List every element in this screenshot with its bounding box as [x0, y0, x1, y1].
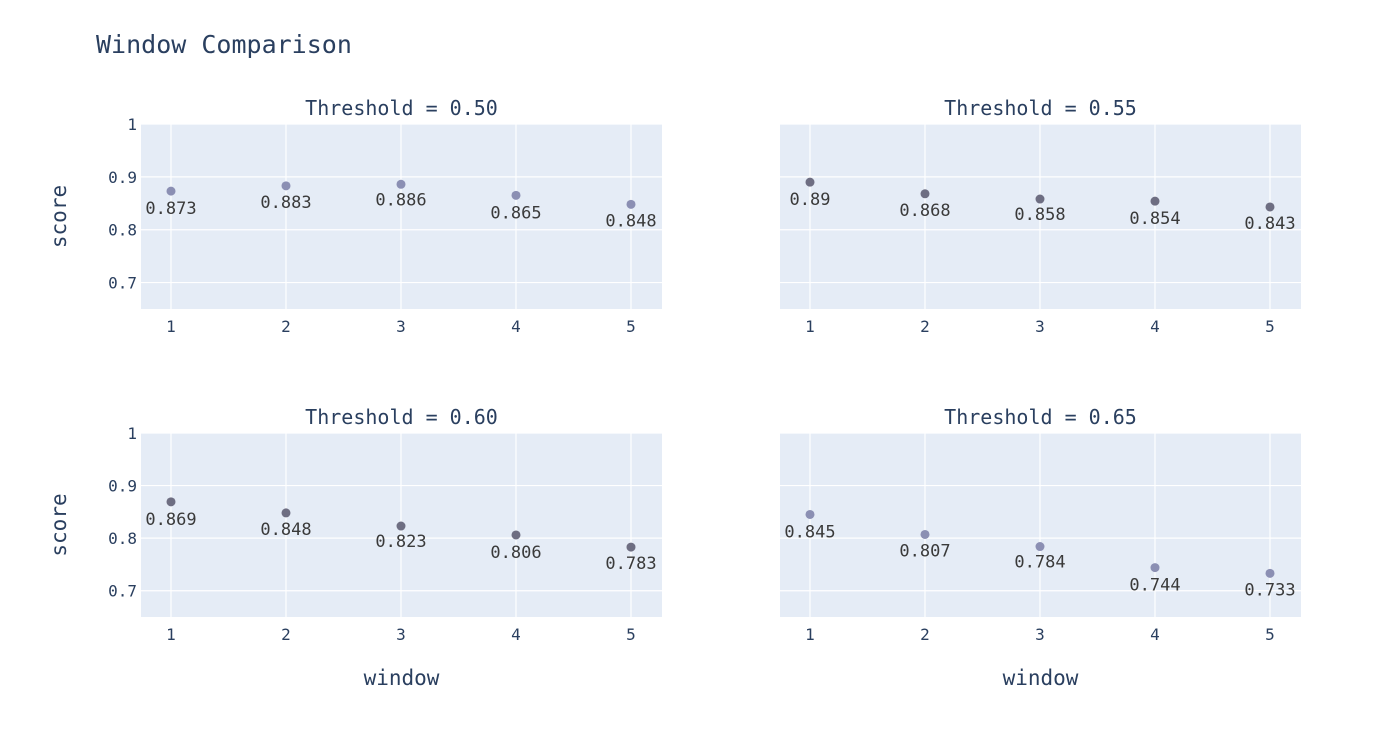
data-point	[805, 177, 815, 187]
panel-1: Threshold = 0.50 0.7 0.8 0.9 1 score 1 2 3 4 5 0.87…	[47, 96, 662, 336]
data-label: 0.784	[1014, 553, 1065, 573]
x-tick-label: 5	[1265, 317, 1275, 336]
x-tick-label: 1	[166, 317, 176, 336]
x-tick-label: 3	[396, 625, 406, 644]
data-label: 0.89	[790, 190, 831, 210]
x-tick-label: 4	[1150, 317, 1160, 336]
panels: Threshold = 0.50 0.7 0.8 0.9 1 score 1 2 3 4 5 0.87…	[47, 96, 1301, 690]
subplot-title: Threshold = 0.65	[944, 405, 1137, 429]
data-point	[1035, 194, 1045, 204]
y-tick-label: 0.8	[108, 221, 137, 240]
x-tick-label: 2	[281, 625, 291, 644]
data-point	[511, 530, 521, 540]
y-tick-label: 0.8	[108, 529, 137, 548]
y-tick-label: 0.9	[108, 168, 137, 187]
data-point	[281, 181, 291, 191]
data-point	[626, 542, 636, 552]
data-label: 0.869	[145, 510, 196, 530]
x-tick-label: 1	[805, 625, 815, 644]
data-label: 0.783	[605, 554, 656, 574]
x-tick-label: 4	[511, 317, 521, 336]
x-tick-label: 4	[1150, 625, 1160, 644]
data-label: 0.807	[899, 541, 950, 561]
x-tick-label: 3	[396, 317, 406, 336]
y-axis-title: score	[47, 493, 71, 556]
data-point	[166, 497, 176, 507]
x-tick-label: 5	[1265, 625, 1275, 644]
data-label: 0.806	[490, 543, 541, 563]
data-point	[805, 509, 815, 519]
data-label: 0.848	[260, 520, 311, 540]
subplot-title: Threshold = 0.60	[305, 405, 498, 429]
data-point	[396, 179, 406, 189]
x-axis-title: window	[364, 666, 440, 690]
data-label: 0.843	[1244, 214, 1295, 234]
data-point	[626, 199, 636, 209]
data-label: 0.873	[145, 199, 196, 219]
data-label: 0.744	[1129, 576, 1180, 596]
subplot-title: Threshold = 0.55	[944, 96, 1137, 120]
data-point	[1265, 202, 1275, 212]
data-label: 0.854	[1129, 209, 1180, 229]
data-label: 0.823	[375, 532, 426, 552]
panel-2: Threshold = 0.55 1 2 3 4 5 0.89 0.868 0.858 0.854…	[780, 96, 1301, 336]
x-axis-title: window	[1003, 666, 1079, 690]
data-point	[920, 529, 930, 539]
data-point	[1035, 542, 1045, 552]
x-tick-label: 4	[511, 625, 521, 644]
data-point	[281, 508, 291, 518]
data-label: 0.865	[490, 203, 541, 223]
data-point	[1265, 568, 1275, 578]
data-label: 0.858	[1014, 205, 1065, 225]
panel-4: Threshold = 0.65 1 2 3 4 5 window 0.845 0.807 0.7…	[780, 405, 1301, 690]
data-point	[396, 521, 406, 531]
x-tick-label: 2	[920, 625, 930, 644]
subplot-title: Threshold = 0.50	[305, 96, 498, 120]
data-label: 0.733	[1244, 580, 1295, 600]
data-point	[166, 186, 176, 196]
data-label: 0.883	[260, 193, 311, 213]
data-label: 0.868	[899, 201, 950, 221]
data-label: 0.848	[605, 211, 656, 231]
x-tick-label: 2	[281, 317, 291, 336]
y-tick-label: 0.9	[108, 477, 137, 496]
y-tick-label: 0.7	[108, 582, 137, 601]
data-point	[511, 190, 521, 200]
chart-title: Window Comparison	[96, 30, 352, 59]
x-tick-label: 3	[1035, 317, 1045, 336]
data-point	[1150, 196, 1160, 206]
data-point	[1150, 563, 1160, 573]
data-point	[920, 189, 930, 199]
x-tick-label: 1	[805, 317, 815, 336]
x-tick-label: 5	[626, 317, 636, 336]
y-tick-label: 0.7	[108, 274, 137, 293]
data-label: 0.886	[375, 190, 426, 210]
x-tick-label: 5	[626, 625, 636, 644]
y-tick-label: 1	[127, 115, 137, 134]
y-tick-label: 1	[127, 424, 137, 443]
x-tick-label: 3	[1035, 625, 1045, 644]
y-axis-title: score	[47, 185, 71, 248]
panel-3: Threshold = 0.60 0.7 0.8 0.9 1 score 1 2 3 4 5 wind…	[47, 405, 662, 690]
x-tick-label: 1	[166, 625, 176, 644]
x-tick-label: 2	[920, 317, 930, 336]
data-label: 0.845	[784, 522, 835, 542]
